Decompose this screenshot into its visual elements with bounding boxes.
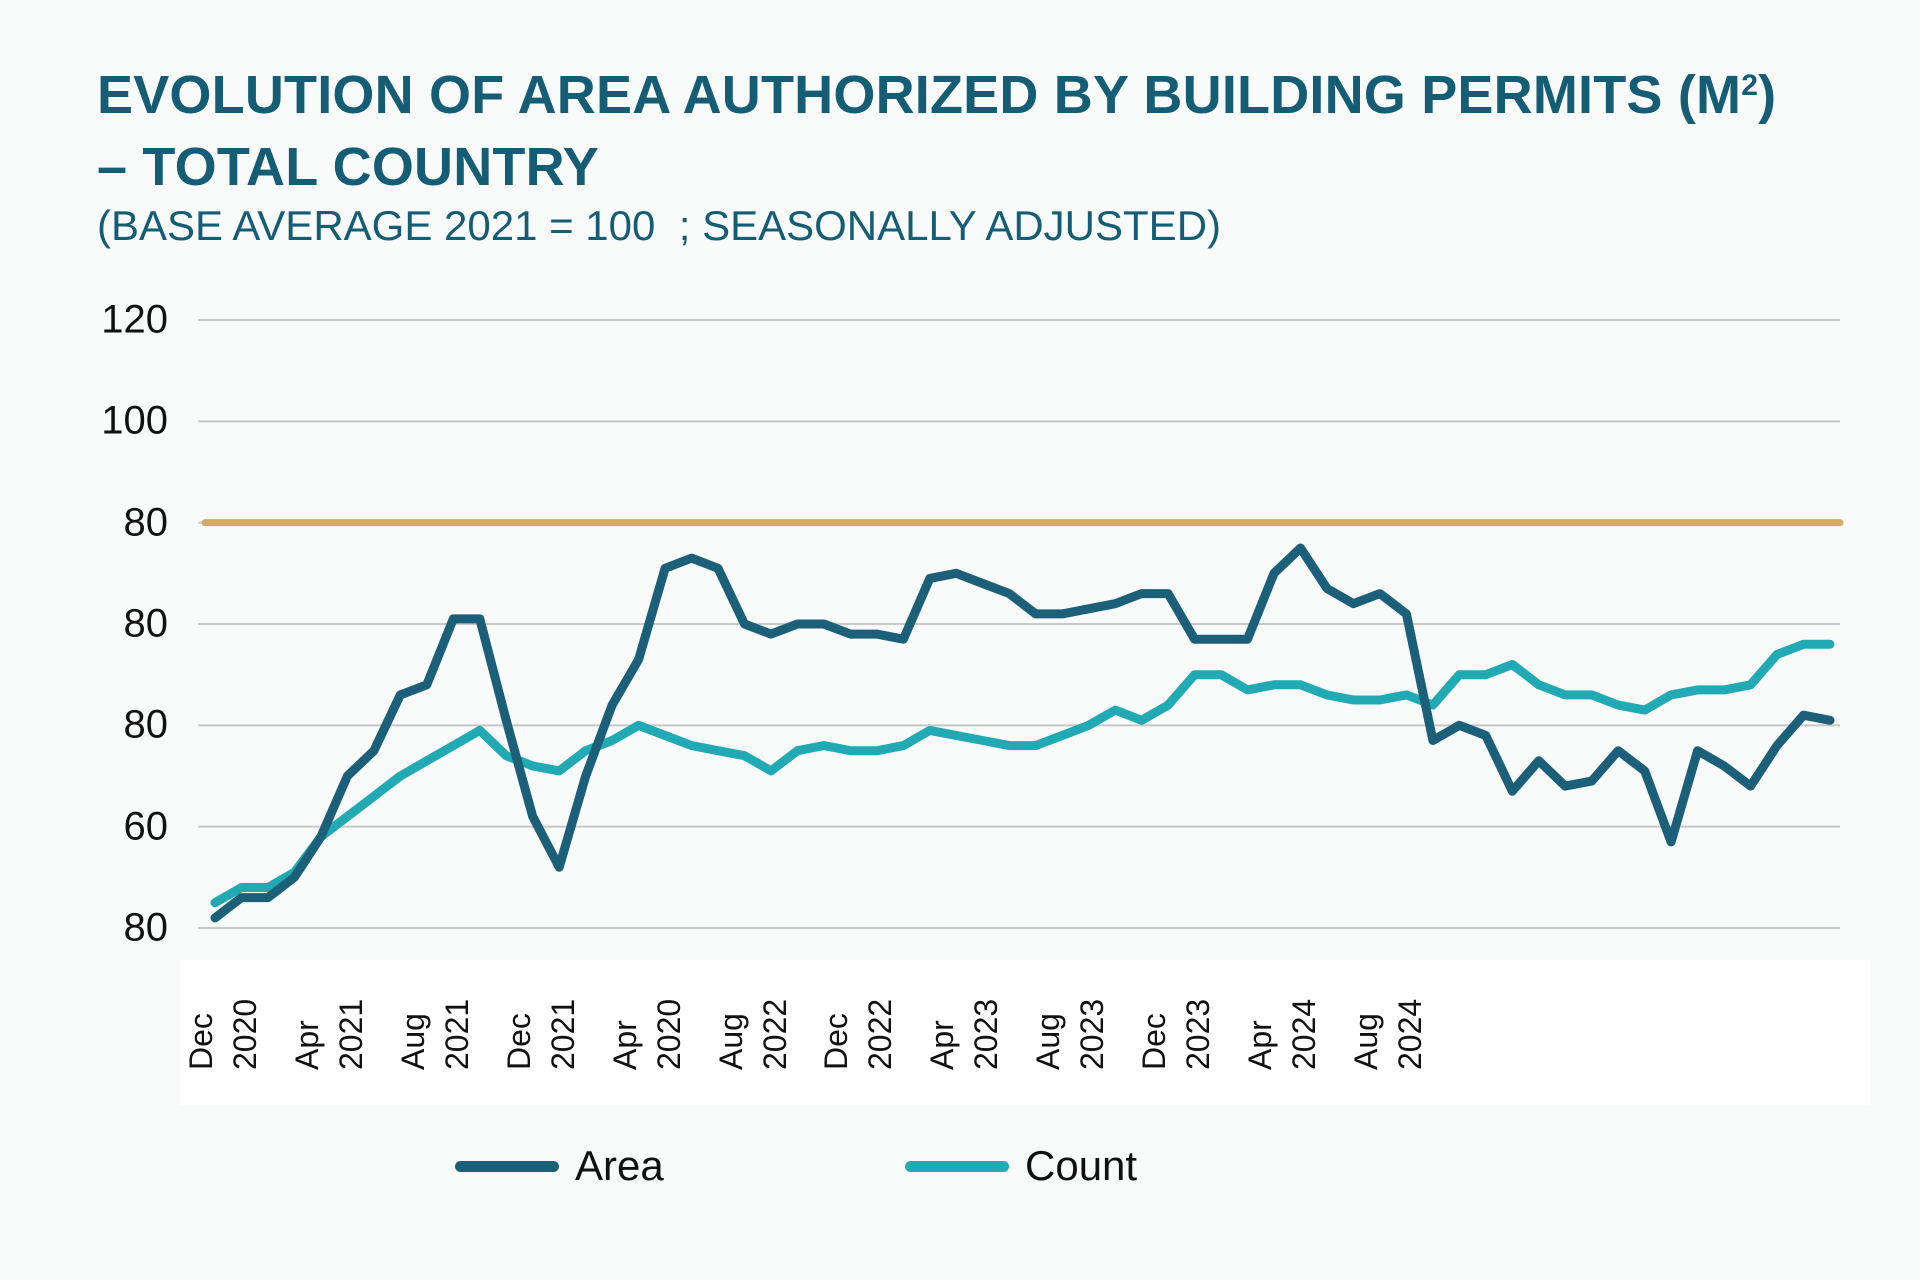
x-tick-label: Aug 2024 [1344,930,1432,1070]
x-tick-label: Apr 2024 [1238,930,1326,1070]
x-tick-month: Dec [1136,1013,1173,1070]
legend-item-count: Count [905,1140,1137,1192]
x-tick-year: 2024 [1391,998,1428,1070]
x-tick-label: Aug 2022 [709,930,797,1070]
series-lines [210,543,1835,923]
gridlines [198,319,1840,929]
x-tick-year: 2023 [1074,998,1111,1070]
legend-swatch-area [455,1160,559,1172]
chart-title-superscript: 2 [1741,69,1759,102]
x-tick-year: 2022 [862,998,899,1070]
x-tick-label: Dec 2020 [179,930,267,1070]
chart-title: EVOLUTION OF AREA AUTHORIZED BY BUILDING… [97,50,1877,203]
x-tick-label: Apr 2021 [285,930,373,1070]
x-tick-month: Aug [712,1013,749,1070]
x-tick-month: Aug [1030,1013,1067,1070]
x-tick-month: Dec [818,1013,855,1070]
x-tick-label: Apr 2020 [603,930,691,1070]
x-tick-year: 2020 [227,998,263,1070]
x-tick-month: Aug [394,1013,431,1070]
x-tick-month: Dec [500,1013,537,1070]
series-line-count [210,639,1835,908]
x-tick-label: Aug 2021 [391,930,479,1070]
x-tick-month: Apr [288,1020,325,1070]
chart-subtitle: (BASE AVERAGE 2021 = 100 ; SEASONALLY AD… [97,202,1222,249]
x-tick-label: Dec 2023 [1132,930,1220,1070]
y-tick-label: 80 [123,702,169,747]
x-tick-year: 2021 [544,998,581,1070]
chart-title-line1-end: ) [1758,65,1777,125]
y-tick-label: 100 [101,398,168,443]
x-tick-year: 2021 [332,998,369,1070]
x-tick-month: Dec [183,1013,219,1070]
y-tick-label: 80 [123,601,169,646]
y-tick-label: 80 [123,905,169,950]
x-tick-label: Apr 2023 [920,930,1008,1070]
series-line-area [210,543,1835,923]
x-tick-month: Apr [924,1020,961,1070]
chart-title-line1: EVOLUTION OF AREA AUTHORIZED BY BUILDING… [97,65,1742,125]
x-tick-year: 2020 [650,998,687,1070]
y-tick-label: 80 [123,500,169,545]
x-tick-month: Apr [1242,1020,1279,1070]
x-tick-label: Aug 2023 [1026,930,1114,1070]
y-tick-label: 60 [123,804,169,849]
x-tick-month: Aug [1347,1013,1384,1070]
y-tick-label: 120 [101,297,168,342]
x-tick-month: Apr [606,1020,643,1070]
legend-swatch-count [905,1160,1009,1172]
legend-item-area: Area [455,1140,664,1192]
chart-title-line2: – TOTAL COUNTRY [97,137,600,197]
x-tick-year: 2021 [438,998,475,1070]
x-tick-year: 2024 [1286,998,1323,1070]
x-tick-year: 2023 [1180,998,1217,1070]
x-tick-year: 2022 [756,998,793,1070]
legend-label-area: Area [575,1142,664,1189]
x-tick-label: Dec 2022 [814,930,902,1070]
legend-label-count: Count [1025,1142,1138,1189]
x-axis-band [180,960,1870,1105]
x-tick-year: 2023 [968,998,1005,1070]
x-tick-label: Dec 2021 [497,930,585,1070]
